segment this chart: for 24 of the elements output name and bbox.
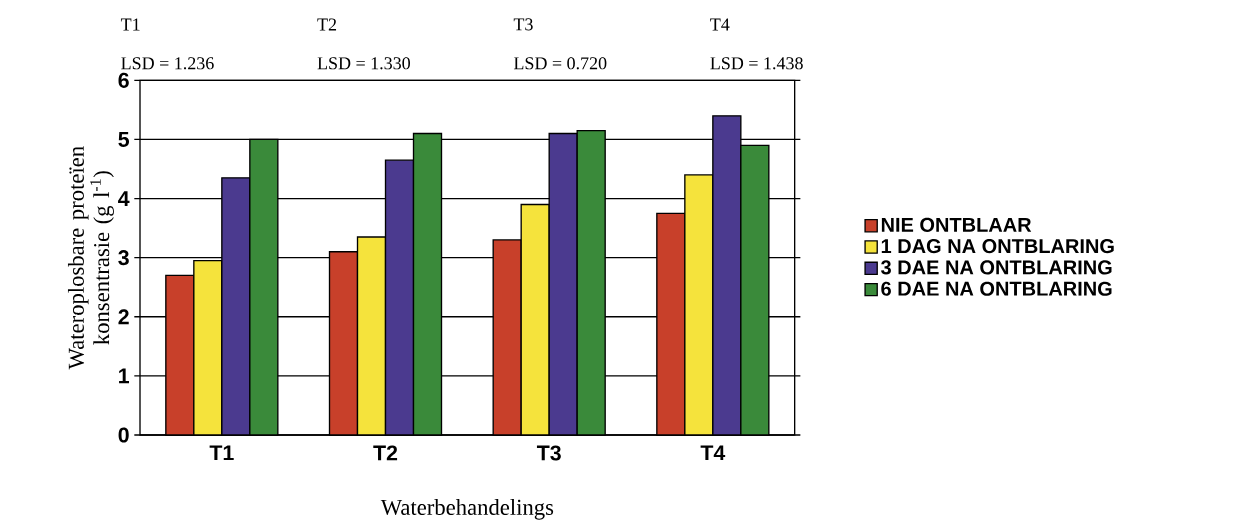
y-tick-label: 0 bbox=[118, 427, 129, 443]
x-tick-label: T3 bbox=[536, 445, 561, 461]
text: LSD = 0.720 bbox=[513, 57, 607, 70]
x-tick-label: T2 bbox=[373, 445, 398, 461]
text: T2 bbox=[317, 18, 337, 31]
text: LSD = 1.438 bbox=[710, 57, 803, 70]
y-tick-label: 3 bbox=[118, 250, 129, 266]
legend-label: 3 DAE NA ONTBLARING bbox=[881, 260, 1112, 275]
x-axis-title: Waterbehandelings bbox=[380, 499, 554, 520]
text: LSD = 1.330 bbox=[317, 57, 411, 70]
legend-label: 1 DAG NA ONTBLARING bbox=[881, 239, 1114, 254]
y-tick-label: 2 bbox=[118, 309, 129, 325]
legend-label: 6 DAE NA ONTBLARING bbox=[881, 281, 1112, 296]
y-tick-label: 5 bbox=[118, 132, 130, 147]
x-tick-label: T1 bbox=[209, 445, 234, 461]
y-tick-label: 6 bbox=[118, 72, 129, 88]
text: T3 bbox=[513, 18, 533, 31]
legend-label: NIE ONTBLAAR bbox=[881, 217, 1032, 232]
text: T4 bbox=[710, 18, 730, 31]
x-tick-label: T4 bbox=[700, 445, 726, 461]
y-tick-label: 4 bbox=[118, 191, 130, 206]
text: T1 bbox=[120, 18, 140, 31]
y-tick-label: 1 bbox=[119, 368, 130, 384]
text: LSD = 1.236 bbox=[121, 57, 214, 70]
